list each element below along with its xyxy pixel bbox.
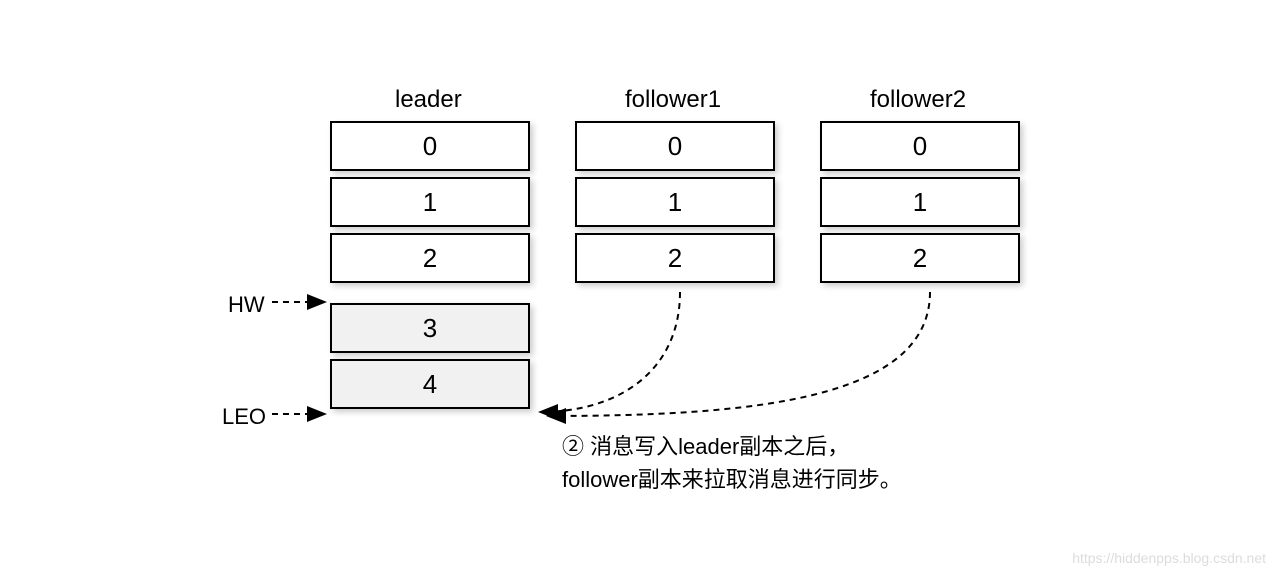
leader-cell-0: 0 (330, 121, 530, 171)
leader-cell-3: 3 (330, 303, 530, 353)
caption-line2: follower副本来拉取消息进行同步。 (562, 467, 902, 492)
follower2-cell-2: 2 (820, 233, 1020, 283)
leader-cell-2: 2 (330, 233, 530, 283)
leo-label: LEO (222, 404, 266, 430)
follower2-arrow (548, 292, 930, 416)
follower1-cell-2: 2 (575, 233, 775, 283)
hw-label: HW (228, 292, 265, 318)
header-follower2: follower2 (870, 86, 966, 114)
header-follower1: follower1 (625, 86, 721, 114)
leader-cell-1: 1 (330, 177, 530, 227)
caption-line1: ② 消息写入leader副本之后， (562, 434, 849, 459)
caption-text: ② 消息写入leader副本之后， follower副本来拉取消息进行同步。 (562, 430, 902, 496)
watermark-text: https://hiddenpps.blog.csdn.net (1072, 550, 1266, 566)
follower1-arrow (540, 292, 680, 412)
follower1-cell-1: 1 (575, 177, 775, 227)
follower2-cell-0: 0 (820, 121, 1020, 171)
header-leader: leader (395, 86, 462, 114)
leader-cell-4: 4 (330, 359, 530, 409)
follower1-cell-0: 0 (575, 121, 775, 171)
follower2-cell-1: 1 (820, 177, 1020, 227)
diagram-canvas: leader follower1 follower2 0 1 2 3 4 0 1… (0, 0, 1276, 574)
